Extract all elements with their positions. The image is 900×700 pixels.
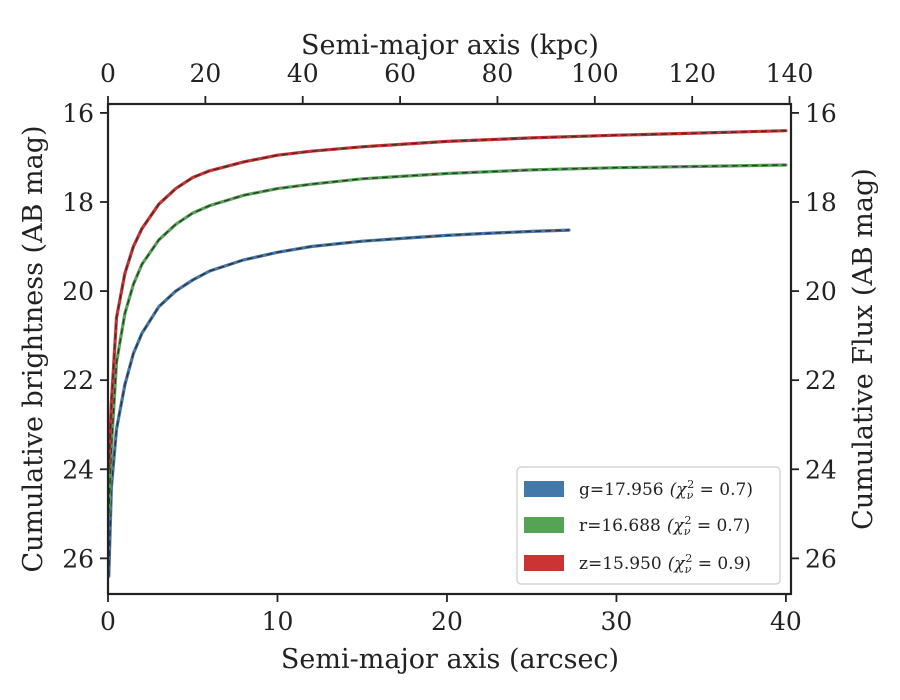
x2-tick-label-20: 20 bbox=[189, 59, 221, 88]
ticks-layer: 0 10 20 30 40 0 20 40 60 80 100 120 140 16 18 20 22 24 26 1… bbox=[62, 59, 837, 636]
legend-label-z: z=15.950 (χν2 = 0.9) bbox=[579, 552, 751, 576]
legend-swatch-r bbox=[524, 517, 564, 533]
x2-tick-label-100: 100 bbox=[571, 59, 619, 88]
legend-label-g: g=17.956 (χν2 = 0.7) bbox=[579, 478, 753, 502]
legend-label-r: r=16.688 (χν2 = 0.7) bbox=[579, 514, 750, 538]
series-line-2 bbox=[107, 129, 788, 471]
series-fit-line-1 bbox=[108, 164, 786, 514]
x2-axis-label: Semi-major axis (kpc) bbox=[301, 30, 599, 61]
y-tick-label-16: 16 bbox=[62, 99, 94, 128]
legend-frame bbox=[516, 466, 781, 585]
y2-axis-label: Cumulative Flux (AB mag) bbox=[848, 168, 879, 530]
x-tick-label-20: 20 bbox=[431, 607, 463, 636]
series-line-1 bbox=[107, 163, 788, 516]
plot-frame bbox=[106, 102, 793, 596]
x-tick-label-10: 10 bbox=[262, 607, 294, 636]
legend-entry-z: z=15.950 (χν2 = 0.9) bbox=[524, 552, 751, 576]
y-tick-label-24: 24 bbox=[62, 455, 94, 484]
y-tick-label-18: 18 bbox=[62, 188, 94, 217]
y2-tick-label-26: 26 bbox=[805, 544, 837, 573]
series-layer bbox=[107, 129, 788, 578]
y2-tick-label-24: 24 bbox=[805, 455, 837, 484]
y2-tick-label-22: 22 bbox=[805, 366, 837, 395]
legend-entry-g: g=17.956 (χν2 = 0.7) bbox=[524, 478, 753, 502]
series-fit-line-0 bbox=[108, 229, 570, 577]
x2-tick-label-120: 120 bbox=[668, 59, 716, 88]
y-tick-label-20: 20 bbox=[62, 277, 94, 306]
x-tick-label-40: 40 bbox=[770, 607, 802, 636]
legend-swatch-z bbox=[524, 555, 564, 571]
x2-tick-label-40: 40 bbox=[287, 59, 319, 88]
x2-tick-label-80: 80 bbox=[482, 59, 514, 88]
y2-tick-label-18: 18 bbox=[805, 188, 837, 217]
y2-tick-label-20: 20 bbox=[805, 277, 837, 306]
y-axis-label: Cumulative brightness (AB mag) bbox=[18, 125, 49, 572]
legend: g=17.956 (χν2 = 0.7) r=16.688 (χν2 = 0.7) … bbox=[516, 466, 781, 585]
x-axis-label: Semi-major axis (arcsec) bbox=[281, 644, 619, 675]
y-tick-label-22: 22 bbox=[62, 366, 94, 395]
legend-swatch-g bbox=[524, 481, 564, 497]
x-tick-label-30: 30 bbox=[601, 607, 633, 636]
y-tick-label-26: 26 bbox=[62, 544, 94, 573]
series-fit-line-2 bbox=[108, 130, 786, 470]
x-tick-label-0: 0 bbox=[100, 607, 116, 636]
x2-tick-label-60: 60 bbox=[384, 59, 416, 88]
series-line-0 bbox=[107, 228, 571, 578]
x2-tick-label-140: 140 bbox=[766, 59, 814, 88]
y2-tick-label-16: 16 bbox=[805, 99, 837, 128]
x2-tick-label-0: 0 bbox=[100, 59, 116, 88]
legend-entry-r: r=16.688 (χν2 = 0.7) bbox=[524, 514, 750, 538]
